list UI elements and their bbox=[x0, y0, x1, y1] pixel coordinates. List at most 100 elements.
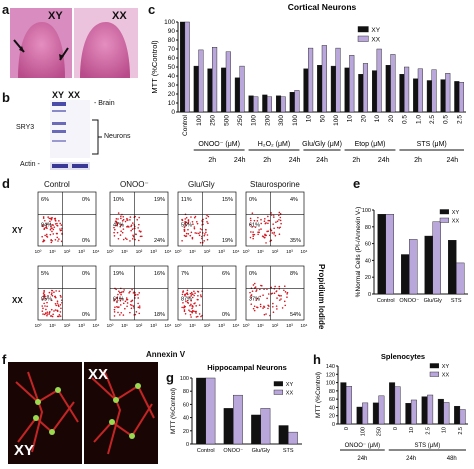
flow-dot bbox=[50, 293, 53, 296]
flow-dot bbox=[55, 304, 58, 307]
flow-dot bbox=[117, 311, 119, 314]
flow-dot bbox=[125, 297, 128, 299]
chart-h-bar-xy-0 bbox=[340, 382, 347, 425]
flow-quad-pct-6-2: 87% bbox=[181, 297, 192, 303]
flow-dot bbox=[126, 302, 129, 304]
chart-h-xtick-label-5: 2.5 bbox=[425, 427, 431, 435]
flow-quad-pct-2-0: 11% bbox=[181, 197, 192, 203]
flow-dot bbox=[113, 315, 116, 317]
chart-c-sub-label-0-1: 24h bbox=[234, 157, 246, 164]
chart-g-bar-xx-1 bbox=[233, 394, 243, 445]
flow-dot bbox=[60, 240, 63, 243]
chart-c-sub-label-3-1: 24h bbox=[378, 157, 390, 164]
chart-c-bar-xy-16 bbox=[399, 73, 405, 113]
panel-a-letter: a bbox=[2, 2, 10, 17]
flow-dot bbox=[117, 212, 120, 214]
chart-c-bar-xy-9 bbox=[303, 68, 309, 113]
flow-dot bbox=[281, 307, 284, 309]
flow-dot bbox=[53, 226, 56, 228]
chart-c-xtick-label-10: 50 bbox=[319, 115, 326, 123]
flow-dot bbox=[41, 310, 44, 312]
chart-c-group-label-0: ONOO⁻ (μM) bbox=[198, 141, 240, 148]
panel-h-letter: h bbox=[313, 352, 321, 367]
flow-quad-pct-5-3: 18% bbox=[154, 312, 165, 318]
flow-dot bbox=[259, 295, 261, 298]
flow-dot bbox=[134, 293, 137, 296]
chart-g-xtick-label-0: Control bbox=[197, 448, 215, 454]
flow-dot bbox=[273, 227, 275, 230]
flow-xtick-1-2: 10² bbox=[136, 249, 143, 254]
chart-h-legend-swatch-0 bbox=[429, 363, 440, 369]
flow-dot bbox=[113, 299, 115, 302]
flow-dot bbox=[279, 226, 282, 229]
chart-h-ytick-label-5: 100 bbox=[326, 381, 335, 387]
flow-dot bbox=[199, 241, 202, 244]
flow-dot bbox=[122, 218, 125, 221]
flow-dot bbox=[197, 232, 200, 235]
flow-dot bbox=[46, 301, 48, 304]
flow-dot bbox=[54, 302, 57, 305]
flow-quad-pct-2-2: 55% bbox=[181, 223, 192, 229]
flow-dot bbox=[259, 303, 262, 306]
flow-dot bbox=[122, 238, 125, 241]
flow-dot bbox=[276, 308, 278, 310]
flow-dot bbox=[52, 228, 55, 231]
flow-dot bbox=[207, 215, 210, 218]
flow-dot bbox=[273, 233, 275, 235]
chart-e-bar-xx-1 bbox=[409, 239, 418, 295]
flow-dot bbox=[191, 220, 194, 223]
flow-dot bbox=[120, 230, 122, 233]
flow-dot bbox=[258, 229, 260, 231]
flow-dot bbox=[136, 218, 139, 221]
flow-dot bbox=[43, 228, 46, 231]
flow-dot bbox=[266, 297, 268, 300]
chart-g-xtick-label-1: ONOO⁻ bbox=[223, 448, 243, 454]
flow-dot bbox=[189, 313, 192, 316]
flow-plot-frame-2 bbox=[177, 191, 237, 247]
flow-dot bbox=[278, 218, 280, 221]
flow-xtick-4-2: 10² bbox=[64, 323, 71, 328]
flow-dot bbox=[129, 311, 131, 314]
flow-xtick-0-1: 10¹ bbox=[49, 249, 56, 254]
flow-dot bbox=[272, 305, 274, 308]
flow-dot bbox=[55, 290, 57, 292]
chart-c-bar-xx-11 bbox=[335, 47, 341, 113]
flow-dot bbox=[117, 306, 119, 309]
flow-dot bbox=[250, 296, 252, 299]
flow-dot bbox=[129, 240, 131, 242]
chart-c-bar-xy-20 bbox=[454, 81, 460, 113]
flow-dot bbox=[122, 290, 125, 293]
chart-c-ytick-label-7: 70 bbox=[168, 46, 176, 53]
flow-dot bbox=[50, 217, 52, 220]
flow-dot bbox=[204, 233, 206, 235]
flow-dot bbox=[254, 286, 257, 288]
chart-c-xtick-label-13: 20 bbox=[360, 115, 367, 123]
chart-c-bar-xy-7 bbox=[275, 95, 282, 113]
flow-xtick-3-2: 10² bbox=[272, 249, 279, 254]
chart-c-ytick-label-6: 60 bbox=[168, 55, 176, 62]
chart-c-xtick-label-7: 300 bbox=[278, 115, 285, 126]
flow-dot bbox=[117, 293, 119, 296]
flow-dot bbox=[185, 232, 188, 235]
chart-c-bar-xx-14 bbox=[376, 48, 382, 113]
flow-dot bbox=[182, 291, 184, 293]
flow-dot bbox=[268, 305, 270, 307]
flow-dot bbox=[185, 300, 187, 303]
flow-dot bbox=[263, 220, 266, 223]
panel-b-neurons-label: Neurons bbox=[104, 133, 131, 140]
chart-c-bar-xy-14 bbox=[371, 70, 378, 113]
flow-dot bbox=[128, 292, 130, 294]
flow-dot bbox=[263, 236, 266, 239]
flow-xtick-4-3: 10³ bbox=[78, 323, 85, 328]
chart-c-bar-xx-17 bbox=[417, 68, 423, 113]
flow-dot bbox=[131, 304, 133, 307]
flow-dot bbox=[118, 290, 120, 293]
panel-f-letter: f bbox=[2, 352, 7, 367]
flow-dot bbox=[45, 233, 48, 236]
chart-c-group-label-1: H₂O₂ (μM) bbox=[258, 141, 290, 148]
flow-dot bbox=[190, 216, 192, 218]
flow-quad-pct-4-3: 0% bbox=[82, 312, 90, 318]
panel-f-micrograph-svg bbox=[8, 362, 158, 464]
flow-dot bbox=[252, 237, 254, 240]
chart-h-bar-xx-4 bbox=[410, 399, 417, 425]
